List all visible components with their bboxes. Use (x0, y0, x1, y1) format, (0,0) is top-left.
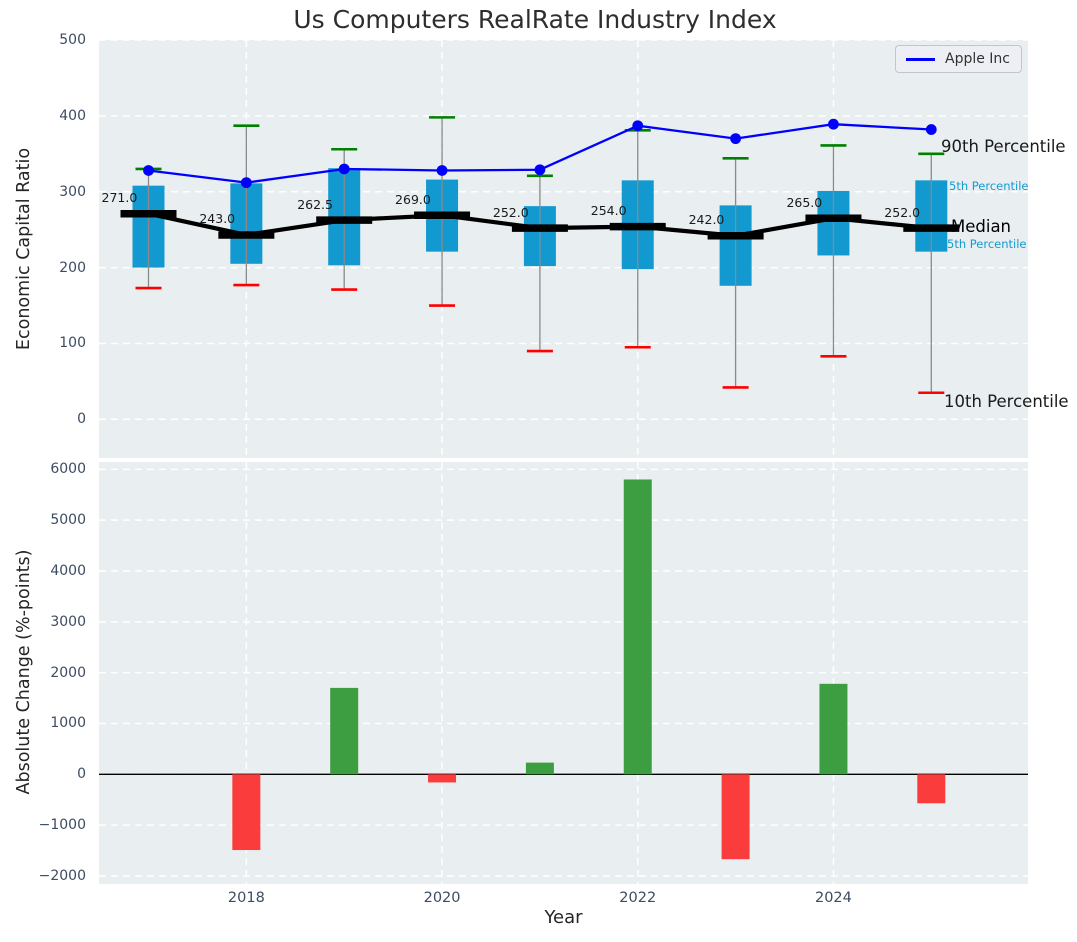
apple-marker (240, 177, 252, 189)
legend-line-sample (906, 57, 935, 61)
change-bar (721, 774, 750, 860)
x-tick-label: 2018 (227, 890, 265, 906)
bottom-y-tick-label: 5000 (50, 512, 86, 529)
percentile-annotation: 90th Percentile (941, 136, 1066, 156)
apple-marker (828, 118, 839, 130)
apple-marker (436, 165, 448, 176)
legend-label: Apple Inc (945, 51, 1011, 67)
apple-marker (632, 120, 644, 132)
chart-title: Us Computers RealRate Industry Index (293, 5, 777, 34)
top-y-axis-label: Economic Capital Ratio (14, 147, 34, 351)
median-value-label: 265.0 (786, 194, 823, 210)
median-value-label: 269.0 (395, 191, 431, 207)
x-axis-label: Year (544, 907, 583, 928)
percentile-annotation: 10th Percentile (944, 392, 1069, 412)
bottom-y-tick-label: 2000 (50, 664, 86, 681)
apple-marker (534, 164, 546, 176)
change-bar (330, 687, 359, 775)
change-bar (819, 683, 848, 775)
median-value-label: 271.0 (101, 190, 138, 206)
median-value-label: 243.0 (199, 211, 236, 227)
legend: Apple Inc (895, 45, 1022, 73)
x-tick-label: 2024 (814, 890, 852, 906)
percentile-annotation: 5th Percentile (947, 236, 1027, 251)
top-axes (99, 40, 1028, 458)
change-bar (917, 774, 946, 804)
bottom-axes (99, 462, 1028, 884)
bottom-y-tick-label: −2000 (38, 867, 86, 884)
bottom-y-tick-label: 0 (77, 766, 86, 783)
median-value-label: 252.0 (884, 204, 921, 220)
median-value-label: 262.5 (297, 196, 333, 212)
top-plot (99, 40, 1028, 458)
apple-marker (143, 165, 154, 176)
bottom-plot (99, 462, 1028, 884)
bottom-y-tick-label: 6000 (50, 461, 86, 478)
bottom-y-tick-label: −1000 (38, 817, 86, 834)
top-y-tick-label: 200 (59, 259, 86, 276)
percentile-annotation: Median (951, 217, 1012, 237)
apple-marker (338, 163, 350, 175)
change-bar (428, 774, 457, 783)
apple-marker (730, 133, 741, 145)
top-y-tick-label: 0 (77, 411, 86, 428)
change-bar (525, 762, 554, 775)
x-tick-label: 2022 (619, 890, 657, 906)
bottom-y-tick-label: 3000 (50, 613, 86, 630)
apple-marker (925, 124, 937, 135)
x-tick-label: 2020 (423, 890, 461, 906)
change-bar (232, 774, 261, 851)
bottom-y-tick-label: 1000 (50, 715, 86, 732)
change-bar (623, 479, 652, 775)
median-value-label: 242.0 (688, 212, 725, 228)
top-y-tick-label: 500 (59, 32, 86, 48)
median-value-label: 254.0 (590, 203, 627, 219)
top-y-tick-label: 400 (59, 107, 86, 124)
percentile-annotation: 5th Percentile (949, 178, 1029, 193)
top-y-tick-label: 300 (59, 183, 86, 200)
median-value-label: 252.0 (492, 204, 529, 220)
top-y-tick-label: 100 (59, 335, 86, 352)
bottom-y-tick-label: 4000 (50, 562, 86, 579)
